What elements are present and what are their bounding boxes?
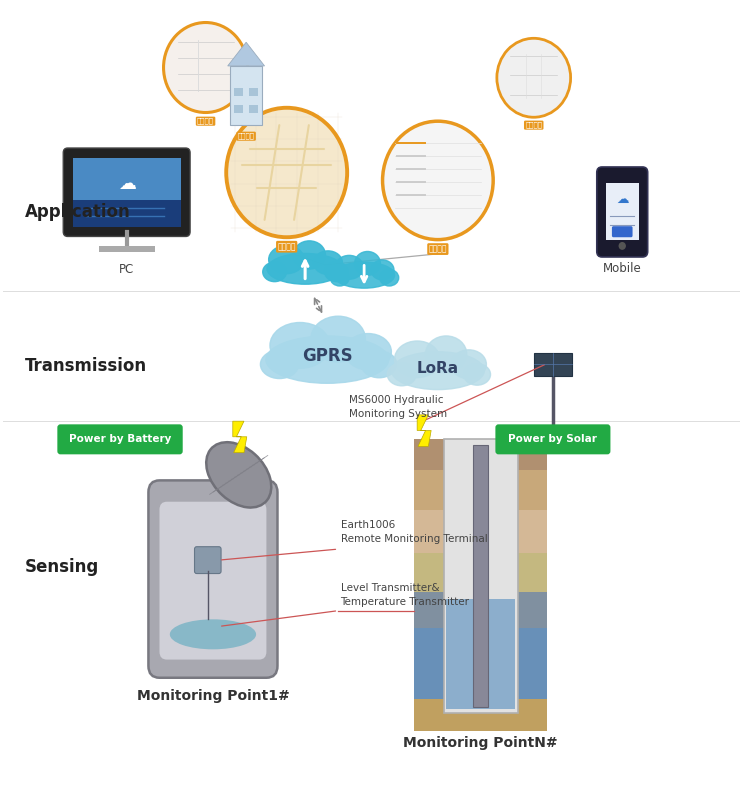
Text: Earth1006
Remote Monitoring Terminal: Earth1006 Remote Monitoring Terminal [340,521,487,545]
Bar [415,439,547,470]
Ellipse shape [293,241,325,269]
FancyBboxPatch shape [234,88,243,96]
Bar [73,200,181,227]
Ellipse shape [392,351,484,390]
Text: ☁: ☁ [616,193,629,206]
Ellipse shape [270,323,330,368]
Circle shape [226,108,347,237]
Text: Power by Solar: Power by Solar [508,434,597,444]
Text: PC: PC [119,263,134,276]
FancyBboxPatch shape [149,480,277,678]
FancyBboxPatch shape [533,352,572,376]
Bar [446,599,516,709]
FancyBboxPatch shape [249,106,258,114]
Ellipse shape [451,350,487,379]
Text: MS6000 Hydraulic
Monitoring System: MS6000 Hydraulic Monitoring System [349,395,447,419]
Text: Sensing: Sensing [25,558,99,576]
FancyBboxPatch shape [249,88,258,96]
Ellipse shape [330,270,349,286]
Text: 数据分析: 数据分析 [197,118,214,125]
FancyBboxPatch shape [496,425,611,454]
Ellipse shape [395,341,440,378]
FancyBboxPatch shape [597,167,648,257]
Circle shape [497,38,571,117]
Polygon shape [417,415,431,446]
FancyBboxPatch shape [612,227,632,237]
Text: LoRa: LoRa [417,361,459,376]
Text: Application: Application [25,203,131,221]
Ellipse shape [354,251,380,275]
Ellipse shape [334,262,395,288]
Text: 数据分析: 数据分析 [238,133,255,139]
Ellipse shape [311,316,366,362]
Ellipse shape [263,262,287,281]
Circle shape [163,22,247,113]
Ellipse shape [371,260,394,280]
Ellipse shape [207,442,271,507]
Ellipse shape [361,351,397,378]
Text: 数据分析: 数据分析 [277,242,296,251]
Circle shape [618,242,626,250]
Ellipse shape [267,254,343,285]
Text: Monitoring Point1#: Monitoring Point1# [137,689,289,703]
Polygon shape [233,421,247,452]
Bar [415,510,547,553]
Ellipse shape [269,246,305,273]
FancyBboxPatch shape [234,106,243,114]
Ellipse shape [325,262,348,281]
Ellipse shape [426,336,467,373]
Text: 数据查看: 数据查看 [429,245,447,254]
FancyBboxPatch shape [63,148,190,236]
Ellipse shape [266,336,389,383]
Text: ☁: ☁ [117,176,136,193]
Text: Power by Battery: Power by Battery [69,434,171,444]
Ellipse shape [335,255,363,279]
Ellipse shape [464,363,490,386]
Ellipse shape [380,270,399,286]
Text: Mobile: Mobile [603,262,642,275]
Bar [473,445,488,707]
Bar [444,439,518,713]
Text: 趋势分析: 趋势分析 [525,122,542,129]
Ellipse shape [170,619,256,650]
Bar [73,157,181,200]
FancyBboxPatch shape [230,66,262,125]
FancyBboxPatch shape [73,157,181,227]
Bar [415,628,547,699]
Polygon shape [227,42,265,66]
Bar [606,183,639,239]
Bar [99,246,155,252]
Ellipse shape [345,334,392,370]
Ellipse shape [314,251,343,274]
FancyBboxPatch shape [57,425,183,454]
Bar [415,592,547,628]
Ellipse shape [260,350,299,378]
Circle shape [383,121,493,239]
Text: Transmission: Transmission [25,357,147,375]
FancyBboxPatch shape [195,547,221,573]
FancyBboxPatch shape [160,502,267,660]
Bar [415,699,547,731]
Text: GPRS: GPRS [302,347,353,365]
Bar [415,553,547,592]
Text: Level Transmitter&
Temperature Transmitter: Level Transmitter& Temperature Transmitt… [340,583,470,607]
Text: Monitoring PointN#: Monitoring PointN# [403,736,558,750]
Bar [415,470,547,510]
Ellipse shape [387,363,416,386]
